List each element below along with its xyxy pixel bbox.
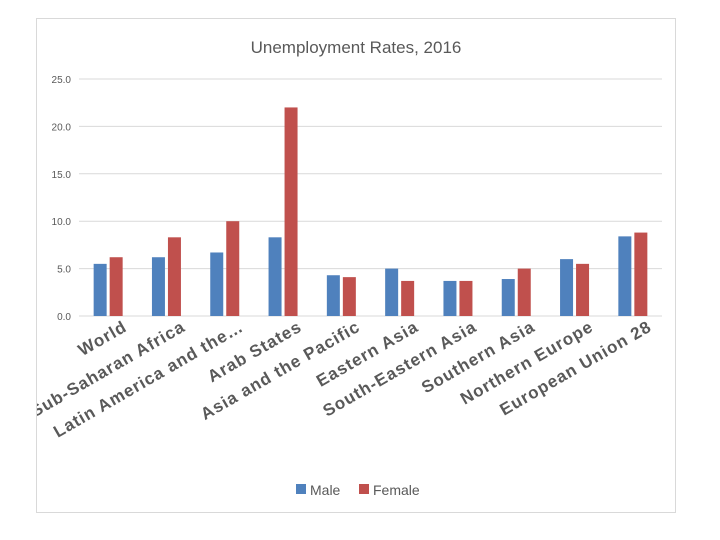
y-axis-ticks: 0.0 5.0 10.0 15.0 20.0 25.0 — [52, 75, 72, 323]
bar-female — [167, 237, 181, 316]
y-tick-label: 20.0 — [52, 122, 72, 133]
gridlines — [79, 78, 662, 317]
bar-male — [151, 257, 165, 316]
bar-female — [634, 232, 648, 316]
bar-male — [268, 237, 282, 316]
chart-title: Unemployment Rates, 2016 — [251, 38, 462, 57]
bar-male — [443, 280, 457, 316]
legend-swatch-female — [359, 484, 369, 494]
y-tick-label: 5.0 — [57, 265, 71, 276]
bar-male — [618, 236, 632, 316]
bar-female — [401, 280, 415, 316]
bar-female — [284, 107, 298, 316]
y-tick-label: 25.0 — [52, 75, 72, 86]
bar-male — [210, 252, 224, 316]
bar-male — [93, 263, 107, 316]
bar-female — [109, 257, 123, 316]
y-tick-label: 15.0 — [52, 170, 72, 181]
bar-female — [342, 277, 356, 316]
y-tick-label: 0.0 — [57, 312, 71, 323]
legend-label-male: Male — [310, 482, 341, 498]
bar-female — [517, 268, 531, 316]
legend-label-female: Female — [373, 482, 420, 498]
bar-female — [459, 280, 473, 316]
bars — [93, 107, 648, 316]
bar-male — [385, 268, 399, 316]
legend: Male Female — [296, 482, 420, 498]
bar-male — [326, 275, 340, 316]
bar-male — [501, 279, 515, 316]
bar-chart: Unemployment Rates, 2016 0.0 5.0 10.0 15.0 2… — [37, 38, 662, 498]
legend-swatch-male — [296, 484, 306, 494]
y-tick-label: 10.0 — [52, 217, 72, 228]
bar-male — [560, 259, 574, 316]
bar-female — [226, 221, 240, 316]
bar-female — [576, 263, 590, 316]
chart-frame: Unemployment Rates, 2016 0.0 5.0 10.0 15.0 2… — [36, 18, 676, 513]
